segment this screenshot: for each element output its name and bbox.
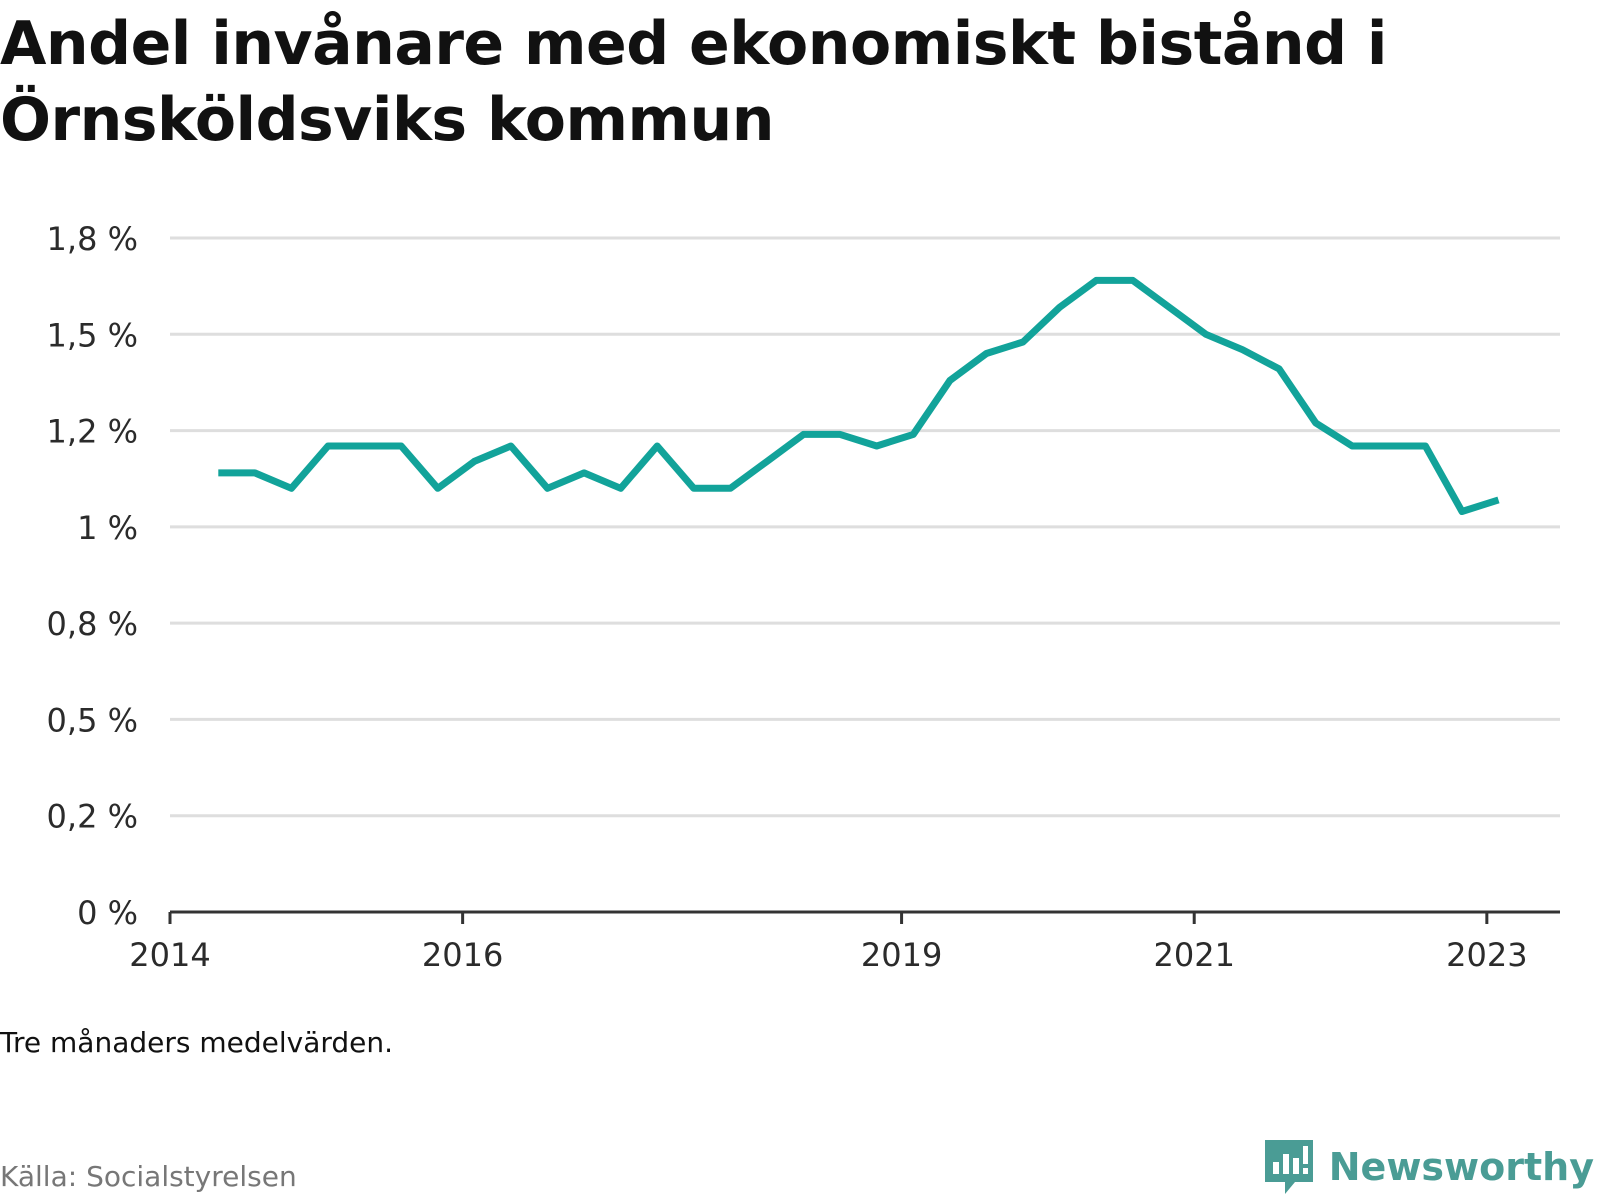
chart-note: Tre månaders medelvärden. — [0, 1026, 394, 1059]
x-tick-label: 2014 — [129, 936, 210, 974]
chart-title: Andel invånare med ekonomiskt bistånd i … — [0, 9, 1387, 155]
y-tick-label: 0,8 % — [47, 605, 138, 643]
line-chart: 0 % 0,2 % 0,5 % 0,8 % 1 % 1,2 % 1,5 % 1,8 % 201… — [47, 220, 1560, 974]
x-tick-label: 2021 — [1153, 936, 1234, 974]
y-tick-label: 0,2 % — [47, 798, 138, 836]
y-tick-label: 1,5 % — [47, 316, 138, 354]
x-tick-label: 2016 — [422, 936, 503, 974]
y-tick-label: 0,5 % — [47, 701, 138, 739]
y-axis-tick-labels: 0 % 0,2 % 0,5 % 0,8 % 1 % 1,2 % 1,5 % 1,8 % — [47, 220, 138, 932]
y-tick-label: 0 % — [77, 894, 138, 932]
newsworthy-logo-icon — [1264, 1140, 1313, 1194]
y-tick-label: 1,2 % — [47, 413, 138, 451]
series-line — [218, 276, 1500, 515]
y-tick-label: 1 % — [77, 509, 138, 547]
x-axis-ticks: 2014 2016 2019 2021 2023 — [129, 912, 1528, 974]
x-tick-label: 2019 — [861, 936, 942, 974]
brand-name: Newsworthy — [1328, 1145, 1594, 1189]
y-tick-label: 1,8 % — [47, 220, 138, 258]
grid-lines — [170, 236, 1560, 818]
x-tick-label: 2023 — [1446, 936, 1527, 974]
source-credit: Källa: Socialstyrelsen — [0, 1160, 297, 1193]
brand-logo: Newsworthy — [1263, 1138, 1594, 1196]
